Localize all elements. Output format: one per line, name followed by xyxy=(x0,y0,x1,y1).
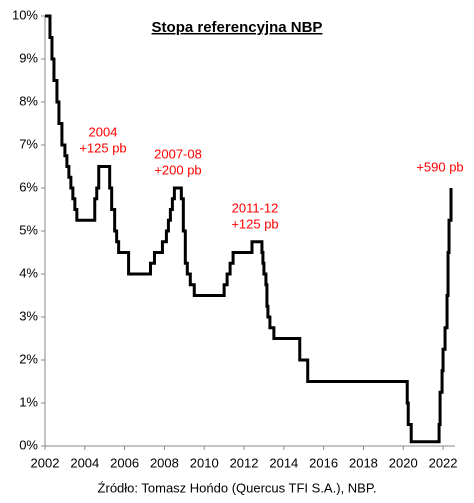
y-tick-label: 1% xyxy=(19,394,38,409)
y-tick-label: 10% xyxy=(12,7,38,22)
y-tick-label: 9% xyxy=(19,50,38,65)
y-tick-label: 4% xyxy=(19,265,38,280)
x-tick-label: 2010 xyxy=(190,455,219,470)
y-tick-label: 0% xyxy=(19,437,38,452)
annotation: 2011-12 xyxy=(232,200,279,215)
x-tick-label: 2016 xyxy=(309,455,338,470)
x-tick-label: 2008 xyxy=(150,455,179,470)
x-tick-label: 2004 xyxy=(70,455,99,470)
chart-title: Stopa referencyjna NBP xyxy=(152,19,323,36)
annotation: 2004 xyxy=(89,124,118,139)
annotation: +200 pb xyxy=(154,162,201,177)
y-tick-label: 5% xyxy=(19,222,38,237)
annotation: +125 pb xyxy=(231,216,278,231)
x-tick-label: 2020 xyxy=(389,455,418,470)
y-tick-label: 2% xyxy=(19,351,38,366)
annotation: 2007-08 xyxy=(154,146,202,161)
y-tick-label: 7% xyxy=(19,136,38,151)
x-tick-label: 2018 xyxy=(349,455,378,470)
y-tick-label: 3% xyxy=(19,308,38,323)
x-tick-label: 2002 xyxy=(31,455,60,470)
annotation: +125 pb xyxy=(79,140,126,155)
y-tick-label: 6% xyxy=(19,179,38,194)
y-tick-label: 8% xyxy=(19,93,38,108)
x-tick-label: 2022 xyxy=(429,455,458,470)
x-tick-label: 2012 xyxy=(230,455,259,470)
source-note: Źródło: Tomasz Hońdo (Quercus TFI S.A.),… xyxy=(98,480,377,495)
annotation: +590 pb xyxy=(416,159,463,174)
x-tick-label: 2006 xyxy=(110,455,139,470)
rate-line xyxy=(45,14,453,444)
x-tick-label: 2014 xyxy=(269,455,298,470)
